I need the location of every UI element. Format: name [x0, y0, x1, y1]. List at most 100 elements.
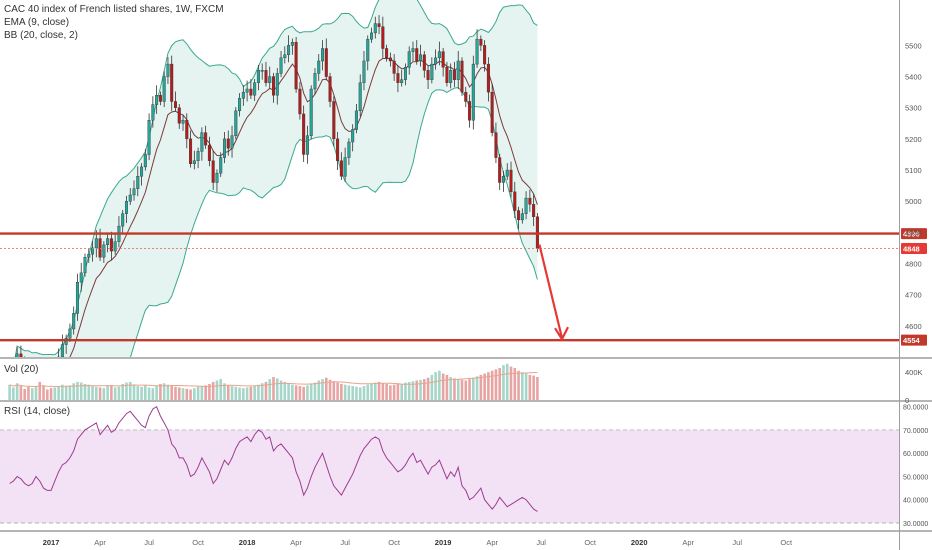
candle-body [230, 135, 234, 149]
volume-bar [313, 382, 317, 400]
candle-body [113, 241, 117, 252]
volume-bar [460, 379, 464, 400]
candle-body [509, 169, 513, 193]
volume-bar [230, 386, 234, 400]
rsi-indicator-label[interactable]: RSI (14, close) [4, 406, 71, 417]
volume-bar [79, 382, 83, 400]
time-tick-label: Apr [682, 538, 694, 547]
time-tick-label: 2017 [43, 538, 60, 547]
candle-body [290, 42, 294, 46]
volume-bar [483, 373, 486, 400]
volume-bar [370, 383, 373, 400]
candle-body [162, 76, 166, 102]
volume-bar [524, 373, 528, 400]
volume-bar [19, 386, 23, 400]
time-tick-label: Oct [780, 538, 793, 547]
candle-body [524, 197, 528, 214]
bollinger-lower-line [130, 86, 538, 357]
volume-bar [423, 379, 426, 400]
candle-body [249, 88, 253, 96]
volume-bar [419, 379, 422, 400]
candle-body [426, 70, 430, 80]
candle-body [366, 38, 370, 62]
candle-body [400, 79, 404, 83]
candle-body [83, 257, 87, 274]
candle-body [158, 95, 162, 102]
candle-body [460, 60, 464, 93]
candle-body [449, 70, 453, 83]
candle-body [298, 88, 302, 115]
volume-bar [245, 387, 249, 400]
candle-body [147, 119, 151, 155]
volume-bar [136, 386, 140, 400]
candle-body [215, 172, 219, 183]
volume-bar [268, 379, 272, 400]
volume-bar [125, 382, 128, 400]
candle-body [166, 63, 170, 77]
level-label-resistance: 4896 [903, 230, 920, 239]
volume-bar [505, 363, 509, 400]
candle-body [532, 204, 536, 217]
candle-body [513, 191, 517, 211]
price-tick-label: 5500 [905, 41, 922, 50]
candle-body [486, 63, 490, 93]
candle-body [437, 51, 441, 59]
candle-body [475, 38, 479, 65]
candle-body [305, 135, 309, 155]
volume-bar [117, 386, 121, 400]
time-tick-label: Apr [94, 538, 106, 547]
candle-body [479, 38, 483, 46]
volume-indicator-label[interactable]: Vol (20) [4, 364, 39, 375]
candle-body [343, 157, 347, 177]
volume-bar [351, 386, 354, 400]
volume-bar [113, 387, 117, 400]
volume-bar [291, 384, 294, 400]
candle-body [309, 88, 313, 136]
volume-bar [498, 367, 501, 400]
candle-body [452, 70, 456, 80]
candle-body [332, 101, 336, 140]
volume-bar [389, 385, 392, 400]
volume-bar [110, 385, 113, 400]
bb-indicator-label[interactable]: BB (20, close, 2) [4, 30, 78, 41]
time-tick-label: Apr [290, 538, 302, 547]
ema-indicator-label[interactable]: EMA (9, close) [4, 17, 70, 28]
candle-body [494, 132, 498, 158]
candle-body [241, 91, 245, 99]
candle-body [287, 45, 291, 55]
volume-bar [193, 388, 196, 400]
volume-bar [68, 385, 72, 400]
price-tick-label: 4900 [905, 228, 922, 237]
candle-body [124, 200, 128, 214]
volume-bar [76, 381, 79, 400]
volume-bar [8, 384, 11, 400]
volume-bar [275, 378, 279, 400]
volume-bar [34, 386, 38, 400]
candle-body [94, 238, 98, 249]
volume-bar [302, 386, 305, 400]
level-badge-target [901, 334, 927, 346]
volume-bar [366, 384, 370, 400]
volume-bar [317, 380, 321, 400]
candle-body [498, 157, 502, 183]
candle-body [445, 67, 449, 83]
candle-body [501, 176, 505, 183]
candle-body [181, 119, 185, 124]
price-tick-label: 4600 [905, 322, 922, 331]
bollinger-band-fill [15, 0, 538, 357]
price-tick-label: 4700 [905, 291, 922, 300]
volume-bar [306, 385, 309, 400]
price-pane [14, 0, 539, 357]
candle-body [272, 76, 276, 96]
volume-bar [215, 380, 219, 400]
price-tick-label: 5300 [905, 104, 922, 113]
volume-bar [253, 386, 256, 400]
candle-body [19, 353, 23, 357]
candle-body [79, 272, 83, 283]
volume-bar [61, 384, 64, 400]
volume-bar [528, 374, 532, 400]
volume-bar [381, 383, 385, 400]
volume-bar [159, 383, 162, 400]
candle-body [136, 176, 140, 189]
